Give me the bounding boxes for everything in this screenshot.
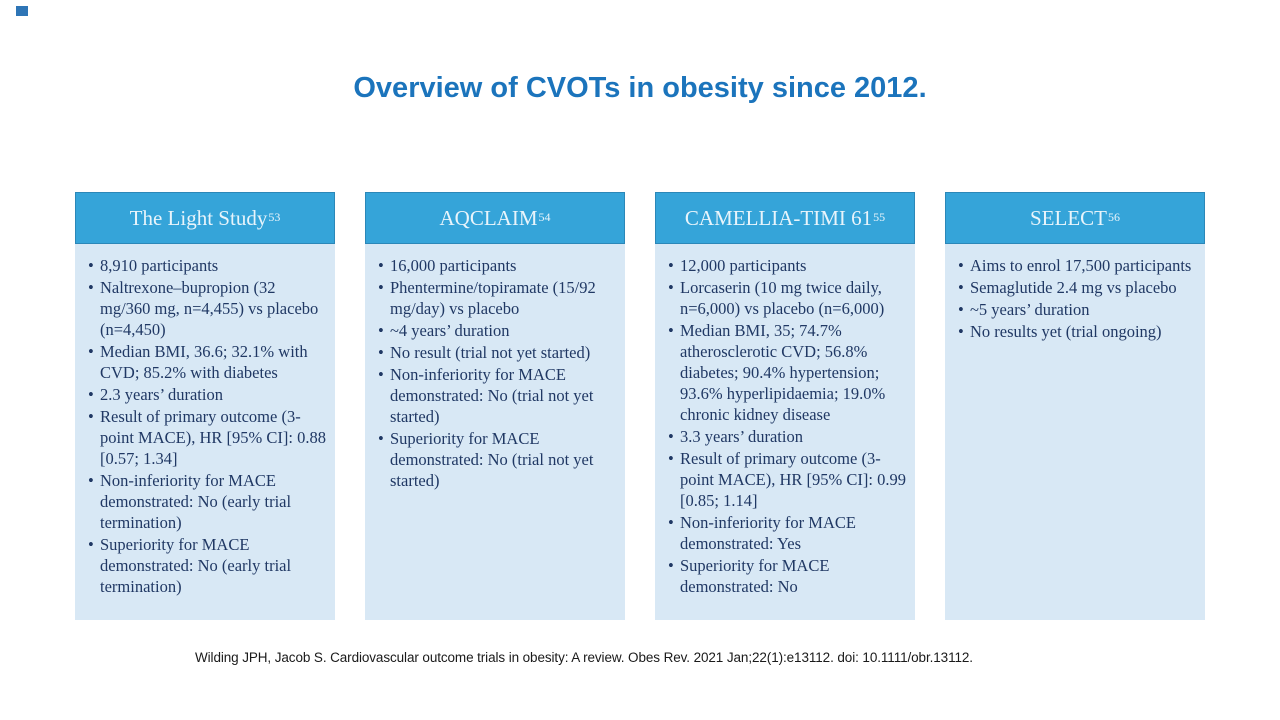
trial-card-body: 12,000 participantsLorcaserin (10 mg twi…: [655, 244, 915, 620]
bullet-item: Median BMI, 35; 74.7% atherosclerotic CV…: [667, 320, 907, 425]
bullet-item: 12,000 participants: [667, 255, 907, 276]
bullet-item: 8,910 participants: [87, 255, 327, 276]
bullet-item: ~5 years’ duration: [957, 299, 1197, 320]
bullet-item: Lorcaserin (10 mg twice daily, n=6,000) …: [667, 277, 907, 319]
bullet-list: 16,000 participantsPhentermine/topiramat…: [377, 255, 617, 491]
trial-card-header: SELECT 56: [945, 192, 1205, 244]
bullet-item: 3.3 years’ duration: [667, 426, 907, 447]
bullet-item: 2.3 years’ duration: [87, 384, 327, 405]
bullet-item: Non-inferiority for MACE demonstrated: N…: [87, 470, 327, 533]
trial-card-header: CAMELLIA-TIMI 61 55: [655, 192, 915, 244]
bullet-item: No result (trial not yet started): [377, 342, 617, 363]
bullet-item: Aims to enrol 17,500 participants: [957, 255, 1197, 276]
bullet-item: Phentermine/topiramate (15/92 mg/day) vs…: [377, 277, 617, 319]
bullet-item: Semaglutide 2.4 mg vs placebo: [957, 277, 1197, 298]
bullet-list: 12,000 participantsLorcaserin (10 mg twi…: [667, 255, 907, 597]
bullet-list: Aims to enrol 17,500 participantsSemaglu…: [957, 255, 1197, 342]
bullet-item: No results yet (trial ongoing): [957, 321, 1197, 342]
slide-corner-mark: [16, 6, 28, 16]
bullet-list: 8,910 participantsNaltrexone–bupropion (…: [87, 255, 327, 597]
trial-card-body: 8,910 participantsNaltrexone–bupropion (…: [75, 244, 335, 620]
bullet-item: Median BMI, 36.6; 32.1% with CVD; 85.2% …: [87, 341, 327, 383]
trial-title: The Light Study: [129, 205, 268, 230]
trial-card-body: 16,000 participantsPhentermine/topiramat…: [365, 244, 625, 620]
bullet-item: Naltrexone–bupropion (32 mg/360 mg, n=4,…: [87, 277, 327, 340]
trial-title: AQCLAIM: [439, 205, 538, 230]
page-title: Overview of CVOTs in obesity since 2012.: [353, 72, 927, 104]
bullet-item: ~4 years’ duration: [377, 320, 617, 341]
bullet-item: Superiority for MACE demonstrated: No: [667, 555, 907, 597]
bullet-item: 16,000 participants: [377, 255, 617, 276]
trial-card-header: The Light Study 53: [75, 192, 335, 244]
trial-title: SELECT: [1030, 205, 1107, 230]
bullet-item: Superiority for MACE demonstrated: No (t…: [377, 428, 617, 491]
citation-text: Wilding JPH, Jacob S. Cardiovascular out…: [195, 650, 973, 665]
trial-card-header: AQCLAIM 54: [365, 192, 625, 244]
trial-card-body: Aims to enrol 17,500 participantsSemaglu…: [945, 244, 1205, 620]
bullet-item: Result of primary outcome (3-point MACE)…: [667, 448, 907, 511]
bullet-item: Non-inferiority for MACE demonstrated: N…: [377, 364, 617, 427]
trial-title: CAMELLIA-TIMI 61: [684, 205, 873, 230]
bullet-item: Result of primary outcome (3-point MACE)…: [87, 406, 327, 469]
bullet-item: Non-inferiority for MACE demonstrated: Y…: [667, 512, 907, 554]
bullet-item: Superiority for MACE demonstrated: No (e…: [87, 534, 327, 597]
